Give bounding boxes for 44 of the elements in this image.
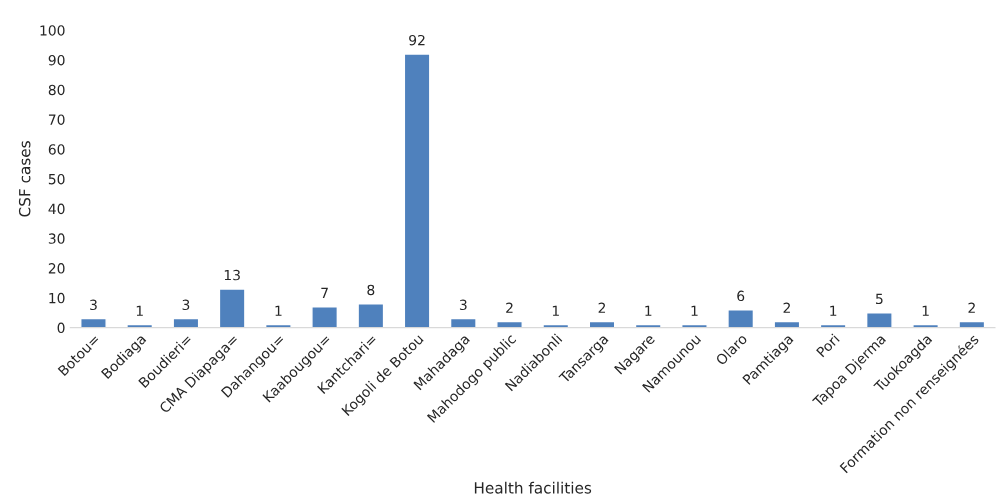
data-label: 1 (275, 305, 282, 316)
data-label: 8 (367, 284, 375, 296)
y-tick-label: 80 (48, 84, 65, 96)
bar (80, 317, 107, 328)
bar (172, 317, 200, 328)
data-label: 3 (459, 299, 467, 311)
data-label: 3 (90, 299, 97, 311)
data-label: 7 (321, 287, 328, 298)
bar (218, 288, 246, 328)
data-label: 1 (922, 305, 929, 316)
y-tick-label: 30 (48, 233, 65, 244)
data-label: 2 (598, 302, 606, 313)
bar (727, 309, 755, 328)
data-label: 1 (691, 305, 698, 316)
y-tick-label: 90 (48, 54, 65, 66)
x-axis-title: Health facilities (474, 481, 592, 494)
data-label: 13 (224, 269, 240, 281)
y-tick-label: 100 (40, 25, 65, 36)
data-label: 3 (182, 299, 190, 311)
data-label: 6 (737, 290, 745, 302)
bar (865, 312, 893, 328)
y-tick-label: 50 (48, 173, 65, 185)
data-label: 5 (876, 293, 883, 305)
data-label: 2 (506, 302, 513, 313)
y-tick-label: 70 (48, 114, 65, 125)
bar (357, 303, 385, 328)
data-label: 1 (645, 305, 652, 316)
y-tick-label: 60 (48, 144, 65, 155)
bar (403, 53, 431, 328)
bar (449, 317, 477, 328)
bar (496, 320, 523, 328)
bar (311, 306, 339, 328)
data-label: 1 (830, 305, 837, 316)
data-label: 2 (968, 302, 975, 313)
data-label: 2 (783, 302, 790, 313)
y-tick-label: 40 (48, 203, 65, 215)
y-tick-label: 0 (57, 322, 65, 334)
data-label: 92 (409, 34, 425, 46)
bar (958, 320, 986, 328)
y-tick-label: 10 (49, 292, 65, 304)
data-label: 1 (552, 305, 559, 316)
y-tick-label: 20 (48, 263, 65, 274)
data-label: 1 (136, 305, 143, 316)
y-axis-title: CSF cases (18, 141, 31, 217)
